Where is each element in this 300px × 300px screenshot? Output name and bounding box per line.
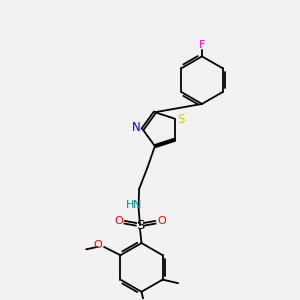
Text: H: H xyxy=(125,200,134,210)
Text: S: S xyxy=(178,113,185,126)
Text: O: O xyxy=(93,240,102,250)
Text: O: O xyxy=(157,216,166,226)
Text: N: N xyxy=(133,200,141,210)
Text: S: S xyxy=(136,219,144,232)
Text: O: O xyxy=(114,216,123,226)
Text: N: N xyxy=(132,121,140,134)
Text: F: F xyxy=(199,40,205,50)
